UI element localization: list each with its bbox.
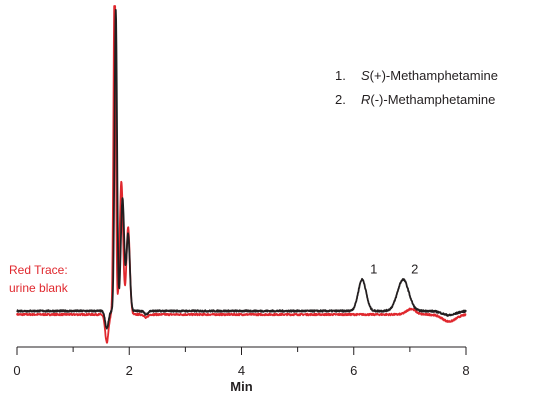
legend-entry-2-name-rest: (-)-Methamphetamine (370, 92, 495, 107)
peak-label-1: 1 (370, 262, 377, 277)
peak-label-2: 2 (411, 262, 418, 277)
x-tick-label: 8 (462, 363, 469, 378)
legend-entry-1-name-rest: (+)-Methamphetamine (370, 68, 498, 83)
legend-entry-1-name: S(+)-Methamphetamine (361, 68, 498, 83)
x-tick-label: 0 (13, 363, 20, 378)
legend-entry-2-name-italic: R (361, 92, 370, 107)
x-tick-label: 4 (238, 363, 245, 378)
x-tick-label: 2 (126, 363, 133, 378)
legend-entry-2-number: 2. (335, 92, 346, 107)
sample-trace-line (16, 8, 467, 330)
x-axis-ticks: 0 2 4 6 8 (13, 347, 470, 378)
traces-group (16, 5, 467, 344)
legend: 1. S(+)-Methamphetamine 2. R(-)-Methamph… (335, 68, 498, 107)
x-axis-title: Min (230, 379, 252, 394)
red-trace-annotation-line-1: Red Trace: (9, 263, 68, 277)
legend-entry-1-name-italic: S (361, 68, 370, 83)
x-tick-label: 6 (350, 363, 357, 378)
urine-blank-trace-line (16, 5, 467, 344)
red-trace-annotation-line-2: urine blank (9, 281, 69, 295)
legend-entry-1-number: 1. (335, 68, 346, 83)
legend-entry-2-name: R(-)-Methamphetamine (361, 92, 495, 107)
